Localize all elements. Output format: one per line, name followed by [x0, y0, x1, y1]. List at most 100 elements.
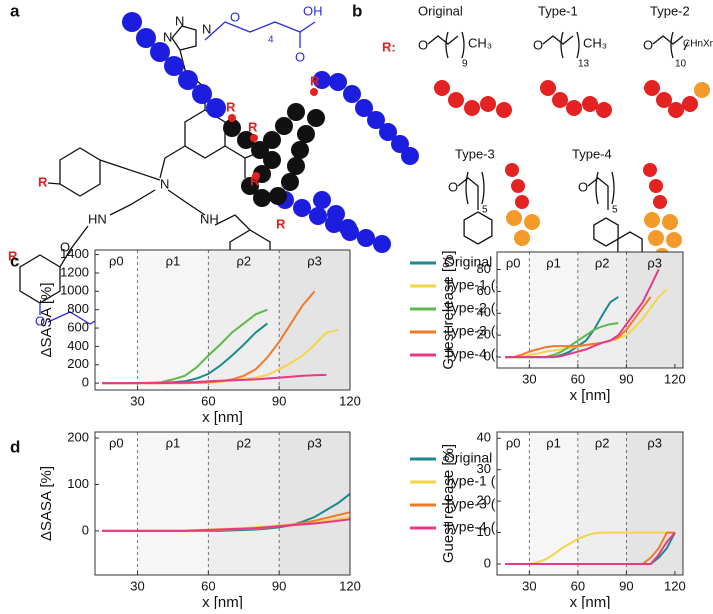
atom: O: [295, 49, 305, 64]
x-axis-title: x [nm]: [202, 594, 243, 609]
region: [95, 432, 138, 575]
legend-label: Type-4 (2-): [444, 519, 512, 535]
subscript: 5: [482, 205, 488, 216]
atom: N: [175, 13, 184, 28]
bond: [59, 214, 251, 268]
r-group: R: [8, 248, 18, 263]
bead: [505, 163, 519, 177]
bead: [309, 207, 327, 225]
bead: [480, 96, 496, 112]
x-tick-label: 90: [272, 578, 286, 593]
plot-frame: [94, 249, 351, 391]
x-tick-label: 60: [571, 578, 585, 593]
bead: [251, 141, 269, 159]
x-tick-label: 120: [664, 371, 686, 386]
bead: [327, 205, 345, 223]
x-tick-label: 30: [522, 578, 536, 593]
type-label: Original: [418, 3, 463, 18]
bead: [313, 71, 331, 89]
region-label: ρ1: [546, 255, 561, 270]
y-axis-title: ΔSASA [%]: [38, 466, 55, 541]
r-group: R: [248, 119, 258, 134]
region-label: ρ3: [647, 435, 662, 450]
x-tick-label: 90: [272, 393, 286, 408]
subscript: 4: [268, 35, 274, 46]
bead: [253, 189, 271, 207]
r-group: R: [250, 173, 260, 188]
bond: [542, 31, 580, 59]
type-label: Type-4: [572, 146, 612, 161]
plot-frame: [94, 431, 351, 576]
y-axis-title: ΔSASA [%]: [38, 282, 55, 357]
y-tick-label: 40: [477, 430, 491, 445]
atom: HN: [88, 211, 107, 226]
bead: [164, 56, 184, 76]
x-tick-label: 120: [664, 578, 686, 593]
subscript: 5: [612, 205, 618, 216]
bead: [596, 102, 612, 118]
atom: N: [163, 29, 172, 44]
bead: [307, 109, 325, 127]
bead: [662, 214, 678, 230]
bead: [524, 214, 540, 230]
bead: [223, 119, 241, 137]
y-tick-label: 0: [484, 348, 491, 363]
legend-label: Type-3 (1-): [444, 496, 512, 512]
ring: [59, 147, 101, 197]
bond: [109, 157, 206, 216]
atom: NH: [200, 211, 219, 226]
region: [137, 250, 209, 390]
atom: O: [418, 37, 428, 52]
x-tick-label: 30: [130, 393, 144, 408]
bond: [652, 31, 689, 59]
bead: [506, 210, 522, 226]
x-tick-label: 60: [571, 371, 585, 386]
bead: [313, 191, 331, 209]
x-axis-title: x [nm]: [570, 594, 611, 609]
bead-model: [122, 12, 710, 264]
region-label: ρ1: [166, 253, 181, 268]
bead: [287, 157, 305, 175]
region: [497, 432, 530, 575]
y-tick-label: 400: [67, 338, 89, 353]
series-line: [102, 373, 327, 385]
x-tick-label: 90: [619, 578, 633, 593]
region-label: ρ2: [236, 435, 251, 450]
r-title: R:: [382, 39, 396, 54]
bead: [263, 131, 281, 149]
ring: [463, 211, 493, 245]
bead: [357, 229, 375, 247]
bead: [250, 134, 258, 142]
panel-label: b: [352, 1, 362, 20]
y-tick-label: 600: [67, 319, 89, 334]
x-axis-title: x [nm]: [570, 387, 611, 404]
atom: O: [230, 9, 240, 24]
y-axis-title: Guest release [%]: [440, 250, 457, 369]
subscript: 13: [578, 59, 590, 70]
bead: [566, 100, 582, 116]
subscript: 10: [675, 59, 687, 70]
y-tick-label: 800: [67, 301, 89, 316]
bead: [228, 114, 236, 122]
y-tick-label: 0: [82, 522, 89, 537]
y-tick-label: 1400: [60, 246, 89, 261]
bead: [241, 177, 259, 195]
bead: [644, 212, 660, 228]
atom: CHnXm: [683, 39, 713, 50]
bead: [355, 99, 373, 117]
region-label: ρ3: [307, 253, 322, 268]
region-label: ρ0: [506, 255, 521, 270]
bead: [643, 163, 657, 177]
atom: O: [643, 37, 653, 52]
x-axis-title: x [nm]: [202, 409, 243, 426]
y-tick-label: 60: [477, 283, 491, 298]
bead: [496, 102, 512, 118]
bead: [252, 172, 260, 180]
y-tick-label: 80: [477, 261, 491, 276]
bead: [206, 98, 226, 118]
y-tick-label: 0: [484, 555, 491, 570]
bead: [367, 111, 385, 129]
plot-frame: [496, 251, 684, 369]
region: [279, 432, 350, 575]
